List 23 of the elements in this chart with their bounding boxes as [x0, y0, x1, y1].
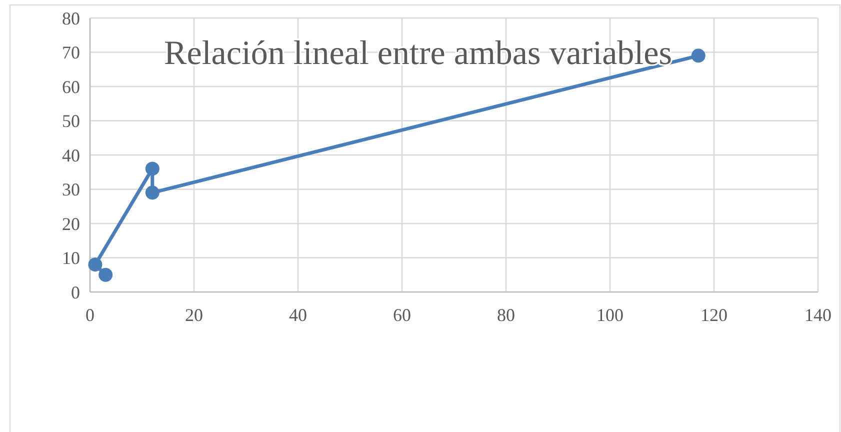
x-tick-label: 60 [393, 305, 411, 325]
y-tick-label: 40 [62, 145, 80, 166]
point [145, 162, 160, 176]
point [88, 258, 102, 272]
y-tick-label: 50 [62, 111, 80, 132]
y-tick-label: 0 [71, 282, 80, 302]
x-tick-label: 20 [185, 305, 203, 325]
y-tick-label: 80 [62, 8, 80, 28]
y-tick-label: 30 [62, 180, 80, 200]
x-tick-label: 100 [596, 305, 624, 325]
y-tick-label: 60 [62, 76, 80, 97]
y-tick-label: 20 [62, 214, 80, 234]
point [98, 268, 113, 282]
y-tick-label: 10 [62, 248, 80, 268]
point [691, 48, 706, 63]
text: Relación lineal entre ambas variables [164, 35, 672, 72]
x-tick-label: 40 [289, 305, 307, 325]
y-tick-label: 70 [62, 42, 80, 63]
x-tick-label: 80 [497, 305, 515, 325]
x-tick-label: 120 [700, 305, 728, 325]
x-tick-label: 0 [86, 305, 94, 325]
point [145, 186, 160, 200]
x-tick-label: 140 [804, 305, 832, 325]
